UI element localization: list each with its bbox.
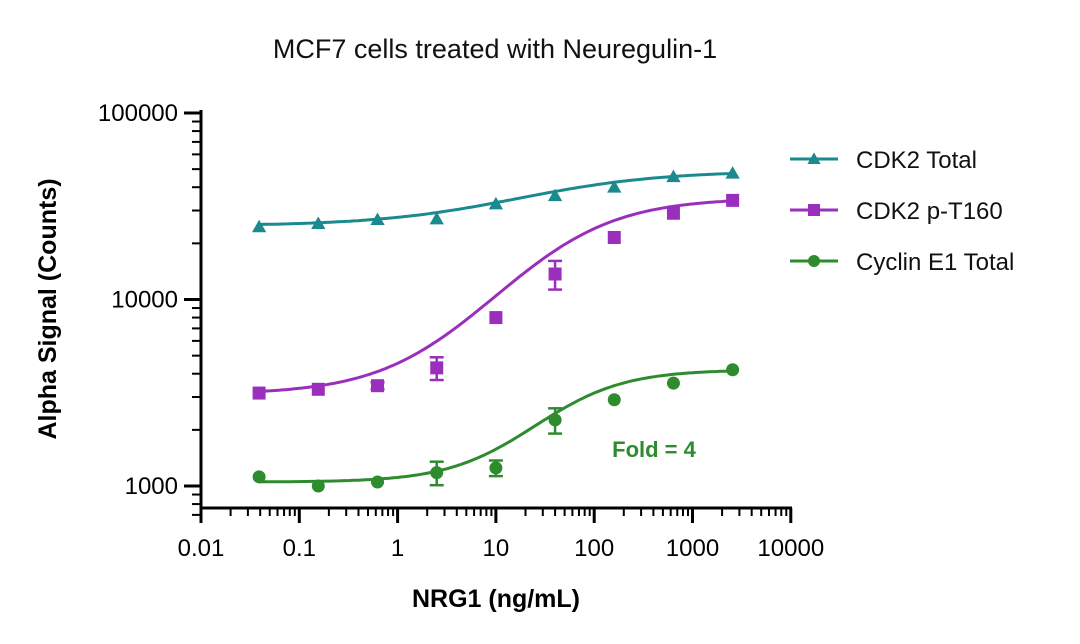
data-point [607,393,621,407]
data-point [371,379,385,393]
data-point [311,382,325,396]
legend-marker [808,255,820,267]
fold-annotation: Fold = 4 [612,437,697,462]
x-tick-label: 1 [391,535,404,562]
data-point [311,216,326,230]
data-point [430,466,444,480]
chart-title: MCF7 cells treated with Neuregulin-1 [273,34,717,64]
data-point [726,193,740,207]
data-point [547,188,563,202]
legend-marker [807,152,821,164]
data-point [548,267,562,281]
data-point [666,206,680,220]
data-point [548,413,562,427]
data-markers [251,166,740,493]
y-axis-ticks: 1000 10000 100000 [98,100,201,516]
x-tick-label: 1000 [666,535,719,562]
fit-curve-cdk2-p-t160 [258,199,733,393]
y-axis-label: Alpha Signal (Counts) [34,178,62,439]
y-tick-label: 10000 [111,287,178,314]
legend-label: CDK2 Total [856,147,977,174]
data-point [489,461,503,475]
data-point [489,311,503,325]
x-axis-label: NRG1 (ng/mL) [412,585,580,613]
annotations: Fold = 4 [612,437,697,462]
x-tick-label: 10 [483,535,510,562]
x-tick-label: 10000 [757,535,824,562]
legend-label: Cyclin E1 Total [856,249,1014,276]
data-point [726,363,740,377]
data-point [488,196,504,210]
x-tick-label: 0.1 [283,535,316,562]
data-point [371,475,385,489]
x-tick-label: 100 [574,535,614,562]
y-tick-label: 1000 [125,473,178,500]
data-point [311,479,325,493]
x-tick-label: 0.01 [178,535,225,562]
x-axis-ticks: 0.01 0.1 1 10 100 1000 10000 [178,508,824,562]
data-point [666,376,680,390]
data-point [252,386,266,400]
data-point [252,470,266,484]
fit-curve-cyclin-e1-total [259,369,733,484]
data-point [370,212,385,226]
data-point [725,166,740,179]
fit-curves [258,171,733,484]
error-bars [370,259,563,487]
data-point [429,211,444,225]
data-point [607,231,621,245]
legend-label: CDK2 p-T160 [856,198,1003,225]
data-point [607,180,622,193]
data-point [251,219,267,233]
y-tick-label: 100000 [98,100,178,127]
data-point [430,361,444,375]
legend: CDK2 Total CDK2 p-T160 Cyclin E1 Total [790,147,1014,276]
data-point [666,169,681,183]
legend-marker [808,204,820,216]
